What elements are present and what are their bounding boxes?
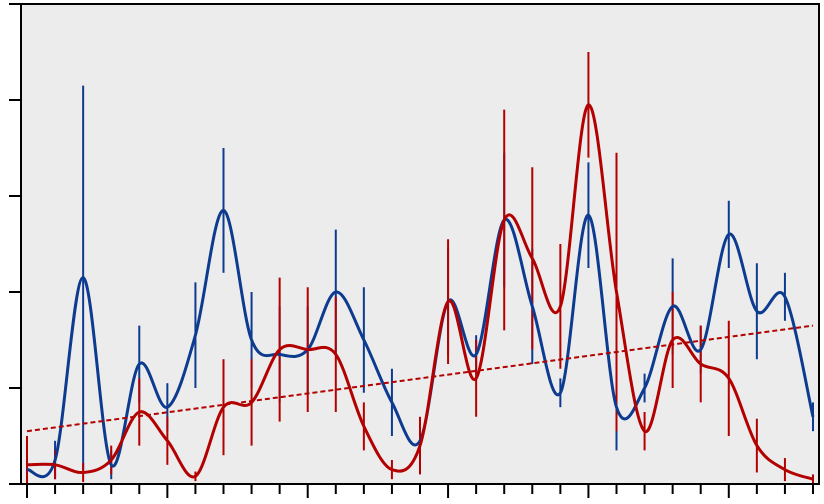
plot-background: [21, 4, 819, 484]
trend-line: [26, 324, 814, 433]
series-line-1: [26, 103, 814, 481]
x-axis-ticks: [26, 484, 814, 498]
series-lines-group: [26, 103, 815, 481]
y-axis-ticks: [9, 3, 21, 485]
